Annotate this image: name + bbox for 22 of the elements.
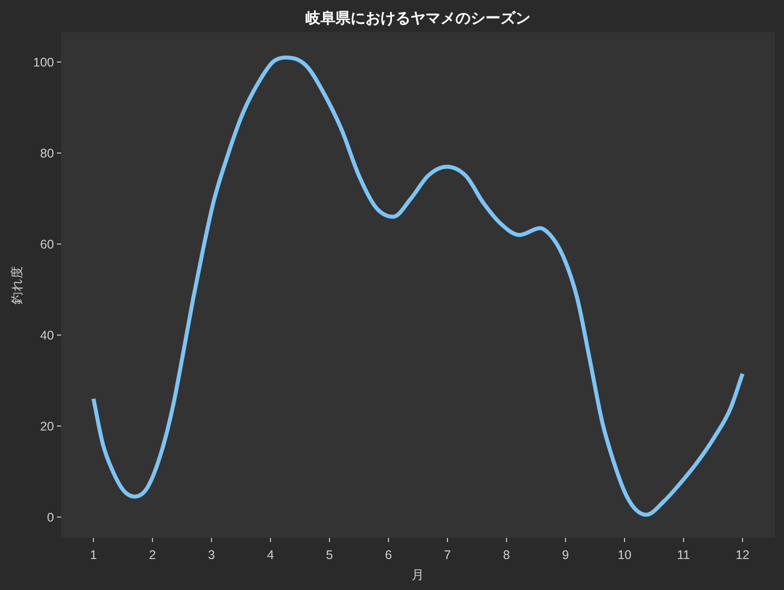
x-tick-label: 1 <box>90 548 97 562</box>
y-axis-title: 釣れ度 <box>9 266 24 304</box>
y-tick-label: 20 <box>40 420 54 434</box>
y-tick-label: 40 <box>40 328 54 343</box>
y-tick-label: 100 <box>33 56 54 70</box>
y-tick-label: 80 <box>40 146 54 161</box>
chart-title: 岐阜県におけるヤマメのシーズン <box>306 10 530 27</box>
y-tick-label: 0 <box>47 510 54 525</box>
x-tick-label: 10 <box>618 548 632 562</box>
y-tick-label: 60 <box>40 238 54 252</box>
x-tick-label: 12 <box>736 548 750 562</box>
x-tick-label: 4 <box>267 548 274 562</box>
x-tick-label: 9 <box>562 548 570 562</box>
line-series <box>91 55 745 517</box>
x-tick-label: 8 <box>503 548 510 562</box>
x-axis-title: 月 <box>412 568 424 582</box>
x-tick-label: 2 <box>148 548 156 562</box>
x-tick-label: 6 <box>385 548 392 562</box>
x-tick-label: 7 <box>444 548 452 562</box>
x-tick-label: 5 <box>326 548 334 562</box>
x-tick-label: 3 <box>208 548 215 562</box>
x-tick-label: 11 <box>677 548 690 562</box>
